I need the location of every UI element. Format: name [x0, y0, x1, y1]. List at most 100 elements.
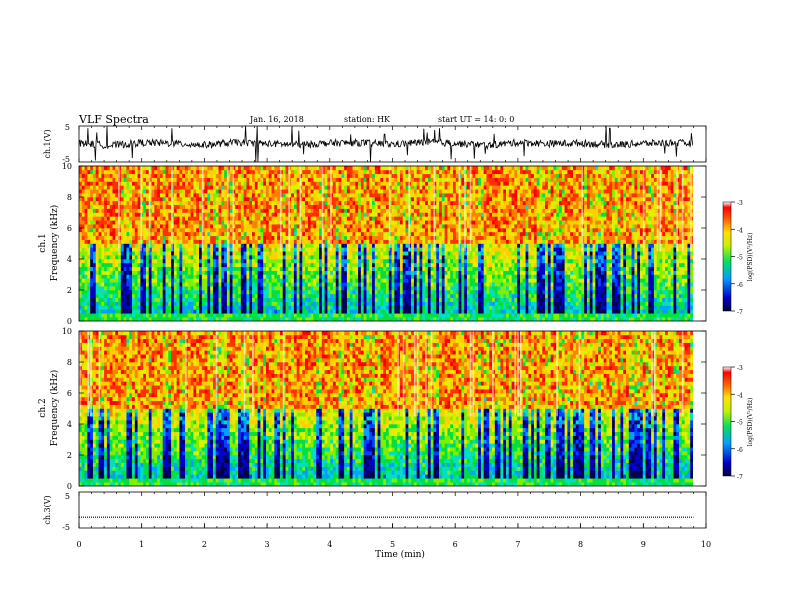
spectrogram-cell	[112, 189, 116, 194]
spectrogram-cell	[274, 208, 278, 213]
spectrogram-cell	[397, 278, 401, 283]
spectrogram-cell	[399, 274, 404, 279]
spectrogram-cell	[109, 270, 113, 275]
spectrogram-cell	[291, 235, 295, 240]
spectrogram-cell	[360, 243, 364, 248]
spectrogram-cell	[162, 212, 166, 217]
spectrogram-cell	[254, 204, 258, 209]
spectrogram-cell	[106, 259, 110, 264]
spectrogram-cell	[143, 177, 147, 182]
spectrogram-cell	[162, 173, 166, 178]
spectrogram-cell	[115, 274, 119, 279]
spectrogram-cell	[271, 290, 275, 295]
spectrogram-cell	[346, 231, 351, 237]
spectrogram-cell	[81, 216, 85, 221]
spectrogram-cell	[366, 169, 370, 175]
spectrogram-cell	[182, 193, 186, 198]
spectrogram-cell	[218, 235, 222, 240]
spectrogram-cell	[402, 208, 406, 213]
spectrogram-cell	[104, 224, 108, 229]
spectrogram-cell	[372, 204, 376, 209]
spectrogram-cell	[394, 243, 398, 248]
spectrogram-cell	[282, 173, 286, 178]
spectrogram-cell	[399, 266, 404, 271]
spectrogram-cell	[369, 216, 373, 221]
spectrogram-cell	[232, 251, 236, 256]
spectrogram-cell	[81, 270, 85, 275]
spectrogram-cell	[366, 208, 370, 213]
spectrogram-cell	[397, 313, 401, 318]
spectrogram-cell	[176, 173, 180, 178]
spectrogram-cell	[399, 177, 404, 182]
spectrogram-cell	[157, 212, 161, 217]
spectrogram-cell	[162, 243, 166, 248]
spectrogram-cell	[240, 177, 244, 182]
spectrogram-cell	[92, 197, 97, 202]
spectrogram-cell	[140, 317, 144, 321]
spectrogram-cell	[369, 286, 373, 291]
spectrogram-cell	[84, 216, 88, 221]
spectrogram-cell	[129, 239, 133, 244]
spectrogram-cell	[154, 305, 158, 310]
spectrogram-cell	[224, 290, 228, 295]
spectrogram-cell	[240, 247, 244, 252]
spectrogram-cell	[212, 243, 217, 248]
spectrogram-cell	[355, 177, 359, 182]
spectrogram-cell	[344, 282, 348, 287]
spectrogram-cell	[274, 259, 278, 264]
spectrogram-cell	[238, 259, 242, 264]
spectrogram-cell	[265, 193, 270, 198]
spectrogram-cell	[383, 169, 387, 175]
spectrogram-cell	[98, 231, 102, 237]
spectrogram-cell	[319, 309, 323, 314]
spectrogram-cell	[380, 274, 384, 279]
spectrogram-cell	[358, 228, 362, 233]
spectrogram-cell	[238, 274, 242, 279]
spectrogram-cell	[332, 278, 337, 283]
spectrogram-cell	[405, 293, 409, 299]
spectrogram-cell	[157, 185, 161, 190]
spectrogram-cell	[252, 208, 256, 213]
spectrogram-cell	[196, 228, 200, 233]
spectrogram-cell	[87, 208, 91, 213]
spectrogram-cell	[352, 239, 356, 244]
spectrogram-cell	[338, 301, 342, 306]
spectrogram-cell	[358, 309, 362, 314]
spectrogram-cell	[338, 239, 342, 244]
spectrogram-cell	[288, 282, 292, 287]
spectrogram-cell	[394, 259, 398, 264]
spectrogram-cell	[260, 286, 264, 291]
spectrogram-cell	[399, 220, 404, 225]
spectrogram-cell	[254, 259, 258, 264]
spectrogram-cell	[265, 173, 270, 178]
spectrogram-cell	[305, 251, 309, 256]
spectrogram-cell	[254, 286, 258, 291]
spectrogram-cell	[151, 193, 155, 198]
spectrogram-cell	[148, 301, 152, 306]
spectrogram-cell	[263, 313, 267, 318]
spectrogram-cell	[293, 181, 297, 186]
spectrogram-cell	[185, 220, 189, 225]
spectrogram-cell	[162, 305, 166, 310]
spectrogram-cell	[240, 274, 244, 279]
spectrogram-cell	[374, 301, 378, 306]
spectrogram-cell	[182, 297, 186, 302]
spectrogram-cell	[332, 208, 337, 213]
spectrogram-cell	[316, 197, 320, 202]
spectrogram-cell	[355, 173, 359, 178]
spectrogram-cell	[254, 270, 258, 275]
spectrogram-cell	[349, 177, 353, 182]
spectrogram-cell	[358, 305, 362, 310]
spectrogram-cell	[293, 274, 297, 279]
spectrogram-cell	[402, 204, 406, 209]
spectrogram-cell	[229, 166, 233, 171]
spectrogram-cell	[204, 208, 208, 213]
spectrogram-cell	[109, 228, 113, 233]
spectrogram-cell	[397, 166, 401, 171]
spectrogram-cell	[254, 173, 258, 178]
spectrogram-cell	[394, 305, 398, 310]
spectrogram-cell	[263, 185, 267, 190]
spectrogram-cell	[332, 173, 337, 178]
spectrogram-cell	[90, 259, 94, 264]
spectrogram-cell	[190, 197, 194, 202]
